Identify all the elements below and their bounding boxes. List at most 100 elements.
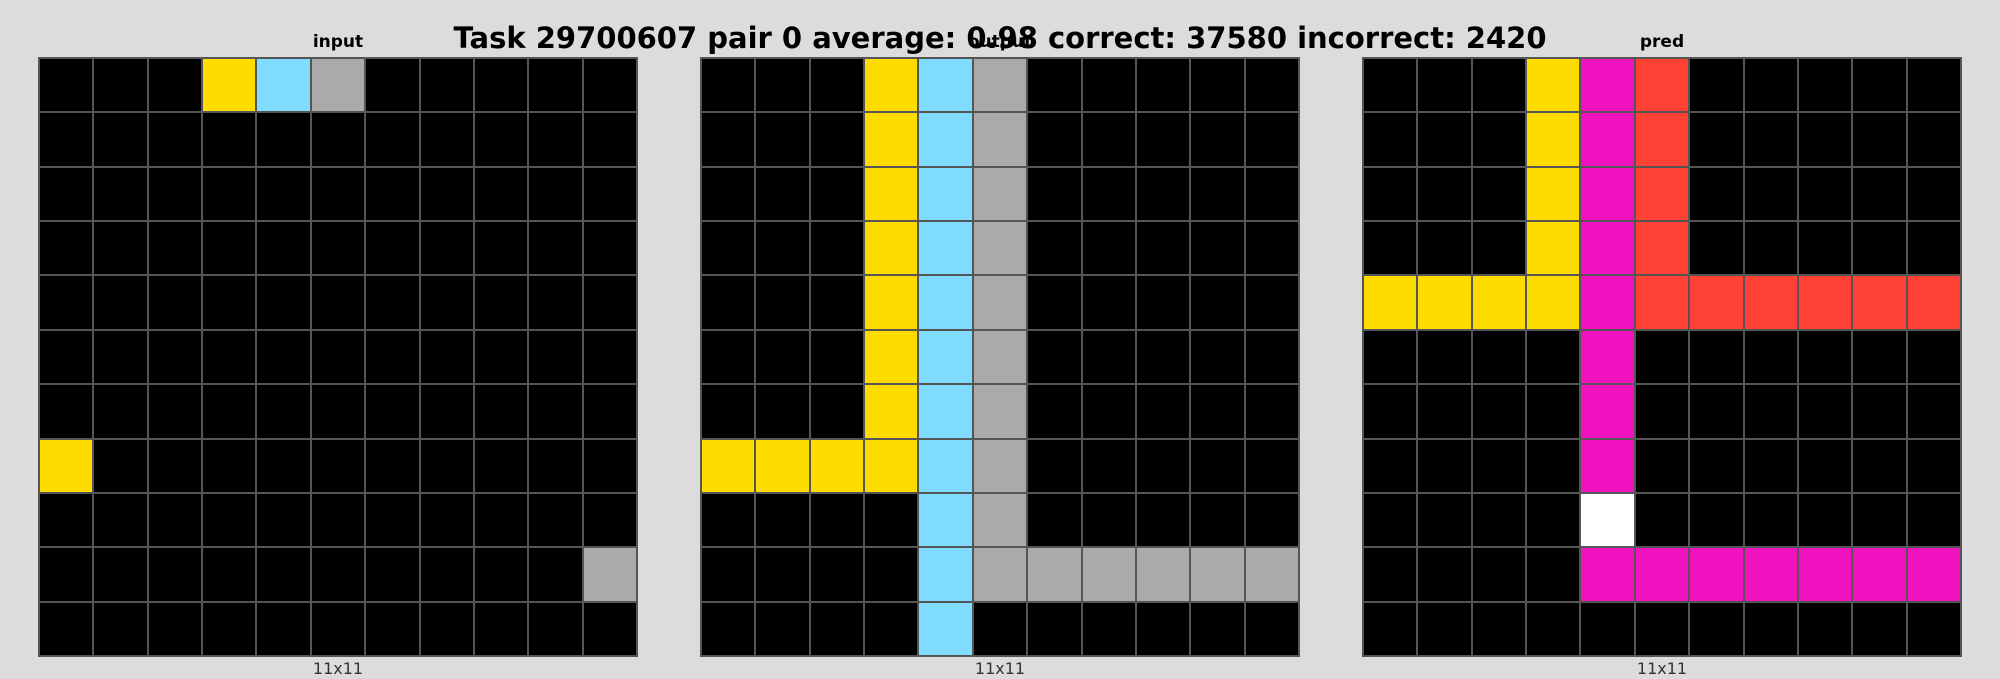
grid-cell [1190,492,1245,548]
grid-cell [809,492,865,548]
grid-cell [1363,166,1418,222]
grid-cell [918,547,973,602]
grid-cell [1190,166,1245,222]
grid-cell [147,384,203,439]
grid-cell [1526,601,1581,656]
grid-cell [1417,438,1472,493]
grid-cell [419,438,474,493]
grid-cell [365,166,420,222]
grid-cell [1689,547,1744,602]
grid-cell [256,275,311,330]
grid-cell [473,601,529,656]
grid-cell [755,166,810,222]
grid-cell [1743,492,1798,548]
grid-cell [473,438,529,493]
grid-cell [1471,601,1527,656]
size-label-output: 11x11 [974,659,1026,678]
grid-cell [864,384,919,439]
grid-cell [1135,492,1191,548]
grid-cell [1526,58,1581,113]
grid-cell [1363,275,1418,330]
grid-cell [864,329,919,385]
grid-cell [1244,221,1299,276]
grid-cell [1081,275,1136,330]
grid-cell [1906,58,1961,113]
grid-cell [1743,438,1798,493]
grid-cell [582,601,637,656]
grid-cell [755,275,810,330]
grid-cell [755,601,810,656]
grid-cell [147,221,203,276]
grid-cell [256,492,311,548]
grid-cell [972,601,1028,656]
grid-cell [310,166,366,222]
grid-cell [1634,166,1690,222]
grid-cell [310,329,366,385]
grid-cell [1135,438,1191,493]
grid-cell [1081,166,1136,222]
grid-cell [1081,547,1136,602]
grid-cell [1634,112,1690,167]
grid-cell [419,166,474,222]
grid-cell [972,329,1028,385]
grid-cell [39,492,94,548]
grid-cell [1471,384,1527,439]
grid-cell [202,547,257,602]
grid-cell [582,275,637,330]
grid-cell [1417,492,1472,548]
grid-cell [310,221,366,276]
grid-cell [473,275,529,330]
grid-cell [1135,547,1191,602]
grid-cell [1190,438,1245,493]
grid-cell [365,601,420,656]
grid-cell [701,492,756,548]
grid-cell [1027,58,1082,113]
grid-cell [1471,112,1527,167]
grid-cell [1526,166,1581,222]
grid-cell [1027,438,1082,493]
grid-cell [39,275,94,330]
grid-cell [1190,58,1245,113]
grid-cell [39,329,94,385]
panel-title-pred: pred [1639,32,1685,52]
grid-cell [419,329,474,385]
grid-cell [365,492,420,548]
grid-cell [1580,166,1635,222]
grid-cell [202,166,257,222]
grid-cell [864,275,919,330]
grid-cell [1689,221,1744,276]
grid-cell [1852,438,1907,493]
grid-cell [1471,438,1527,493]
grid-cell [582,384,637,439]
grid-cell [39,384,94,439]
grid-cell [147,492,203,548]
grid-cell [93,275,148,330]
grid-cell [1135,329,1191,385]
grid-cell [701,275,756,330]
grid-cell [755,492,810,548]
grid-cell [1852,166,1907,222]
grid-cell [419,601,474,656]
grid-cell [1363,438,1418,493]
grid-cell [582,166,637,222]
grid-cell [310,384,366,439]
grid-cell [582,492,637,548]
grid-cell [1244,112,1299,167]
grid-cell [1471,275,1527,330]
grid-cell [473,112,529,167]
grid-cell [1027,601,1082,656]
grid-cell [528,384,583,439]
grid-cell [473,492,529,548]
grid-cell [39,221,94,276]
grid-cell [1526,384,1581,439]
grid-cell [1797,601,1853,656]
page-title: Task 29700607 pair 0 average: 0.98 corre… [453,21,1547,55]
grid-cell [701,221,756,276]
grid-cell [1081,112,1136,167]
grid-cell [809,221,865,276]
grid-cell [701,58,756,113]
grid-cell [473,221,529,276]
grid-cell [365,329,420,385]
grid-cell [1797,547,1853,602]
panel-title-input: input [312,32,364,52]
